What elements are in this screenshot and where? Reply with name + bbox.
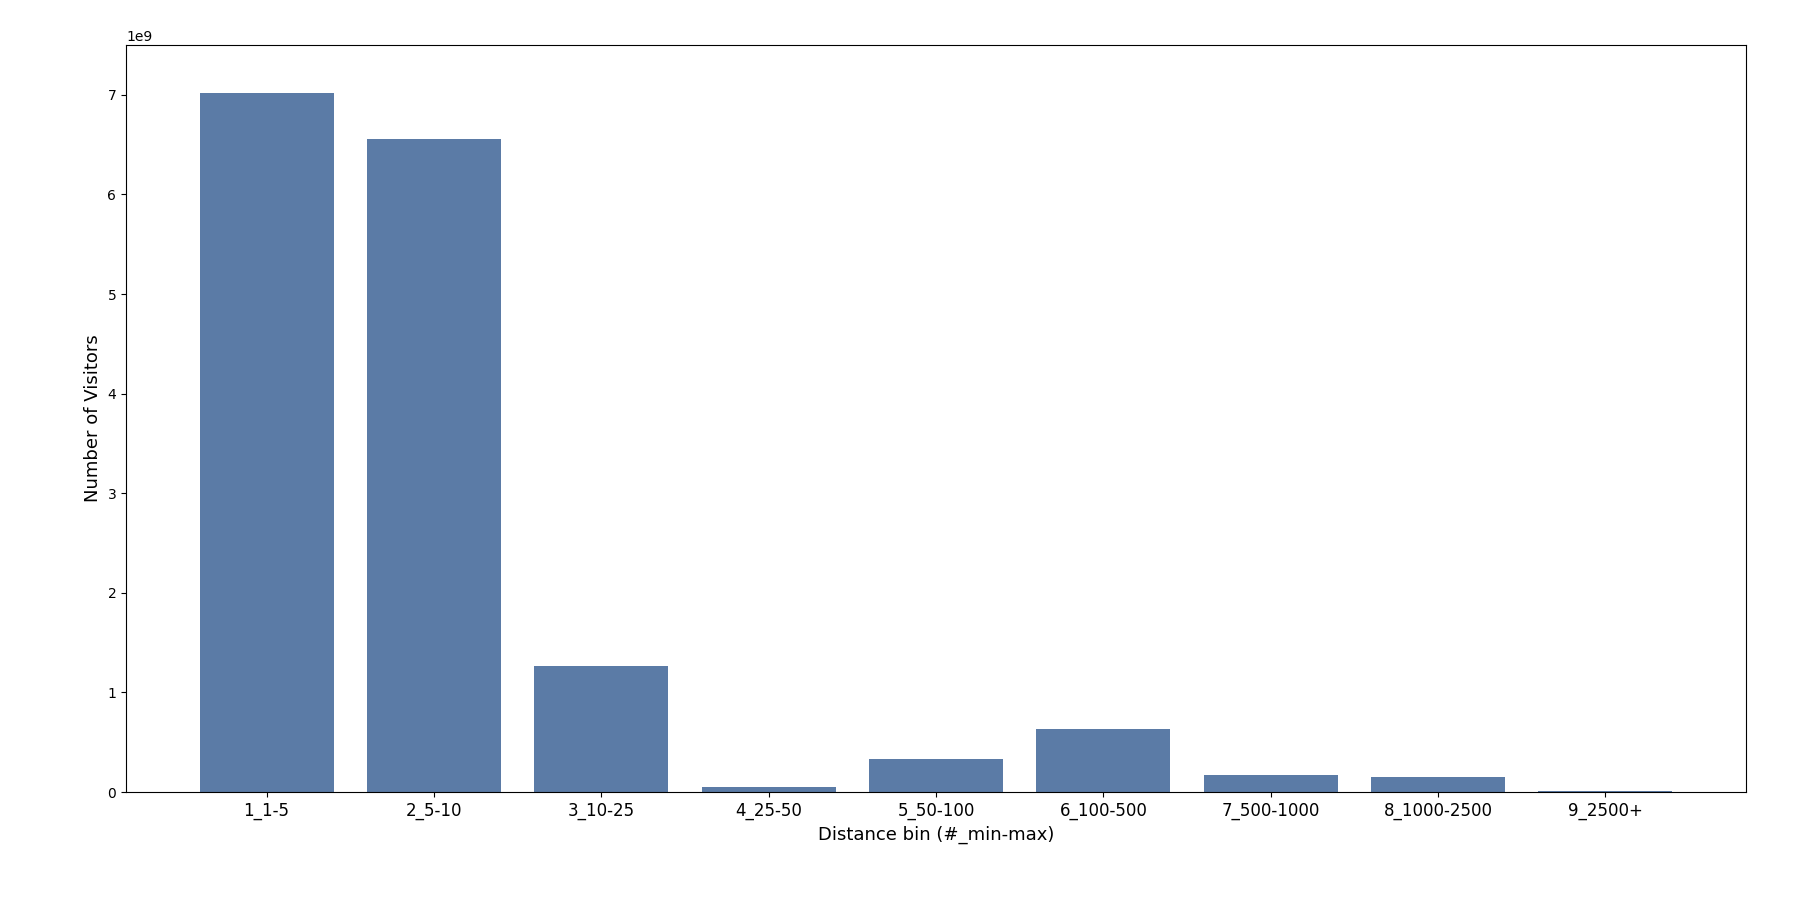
Bar (200, 93, 333, 792)
Y-axis label: Number of Visitors: Number of Visitors (85, 335, 103, 502)
Bar (1204, 775, 1337, 792)
Bar (1372, 777, 1505, 792)
Bar (869, 759, 1003, 792)
Bar (367, 139, 500, 792)
Bar (702, 787, 835, 792)
X-axis label: Distance bin (#_min-max): Distance bin (#_min-max) (817, 825, 1055, 843)
Bar (535, 665, 668, 792)
Bar (1037, 729, 1170, 792)
